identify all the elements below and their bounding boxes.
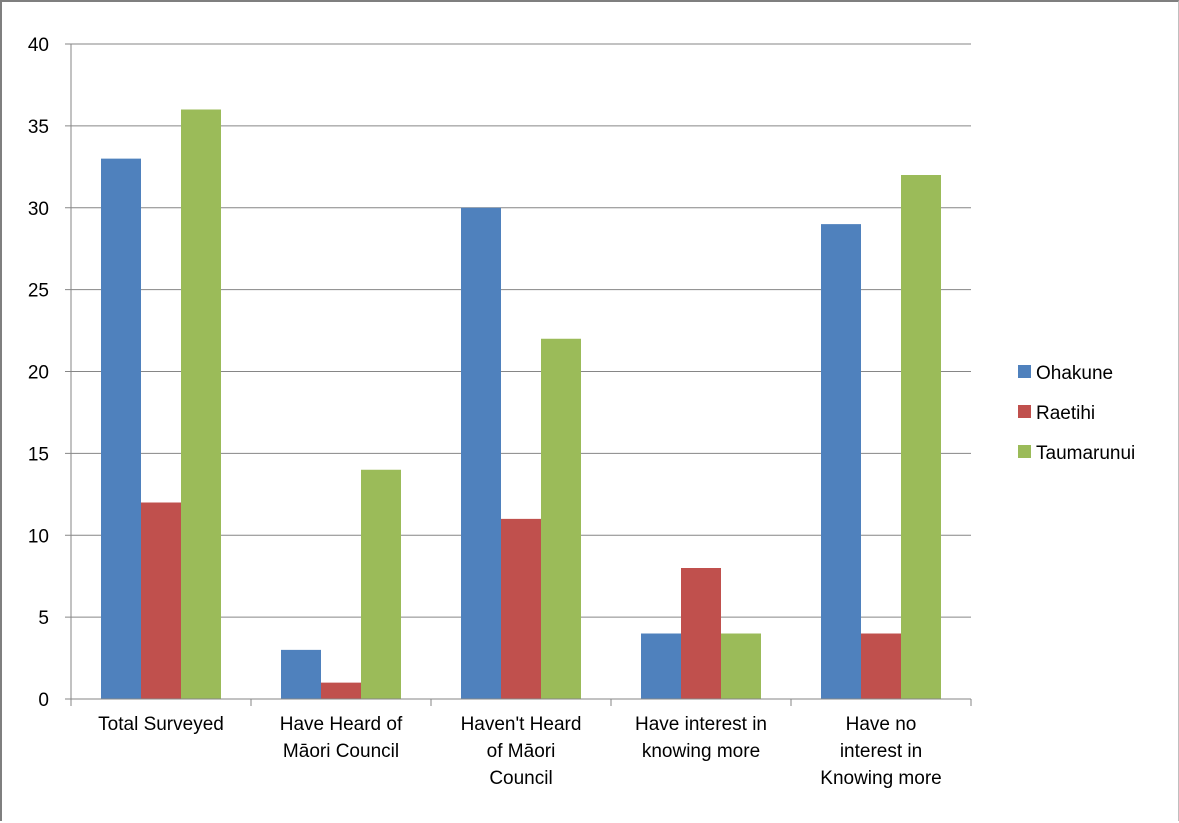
legend-label-raetihi: Raetihi [1036,403,1095,424]
bar-taumarunui [181,109,221,699]
bar-taumarunui [721,633,761,699]
bar-ohakune [281,649,321,699]
y-tick-label: 25 [28,281,49,302]
legend-swatch-ohakune [1018,365,1031,378]
legend-swatch-raetihi [1018,405,1031,418]
y-tick-label: 35 [28,117,49,138]
bar-taumarunui [901,175,941,699]
bar-ohakune [461,207,501,699]
bar-raetihi [501,518,541,699]
x-category-label: Have Heard of Māori Council [280,714,403,762]
y-tick-label: 0 [38,690,49,711]
y-tick-label: 40 [28,35,49,56]
bar-raetihi [321,682,361,699]
bar-ohakune [821,224,861,699]
x-category-label: Haven't Heard of Māori Council [461,714,582,789]
bar-taumarunui [541,338,581,699]
bar-taumarunui [361,469,401,699]
legend-label-ohakune: Ohakune [1036,363,1113,384]
x-category-label: Have no interest in Knowing more [820,714,941,789]
x-category-label: Have interest in knowing more [635,714,767,762]
x-category-label: Total Surveyed [98,714,224,735]
bar-raetihi [681,568,721,699]
y-tick-label: 5 [38,608,49,629]
bar-raetihi [861,633,901,699]
bar-ohakune [101,158,141,699]
legend-swatch-taumarunui [1018,445,1031,458]
bar-raetihi [141,502,181,699]
bar-ohakune [641,633,681,699]
y-tick-label: 15 [28,444,49,465]
legend-label-taumarunui: Taumarunui [1036,443,1135,464]
y-tick-label: 20 [28,363,49,384]
y-tick-label: 30 [28,199,49,220]
y-tick-label: 10 [28,526,49,547]
